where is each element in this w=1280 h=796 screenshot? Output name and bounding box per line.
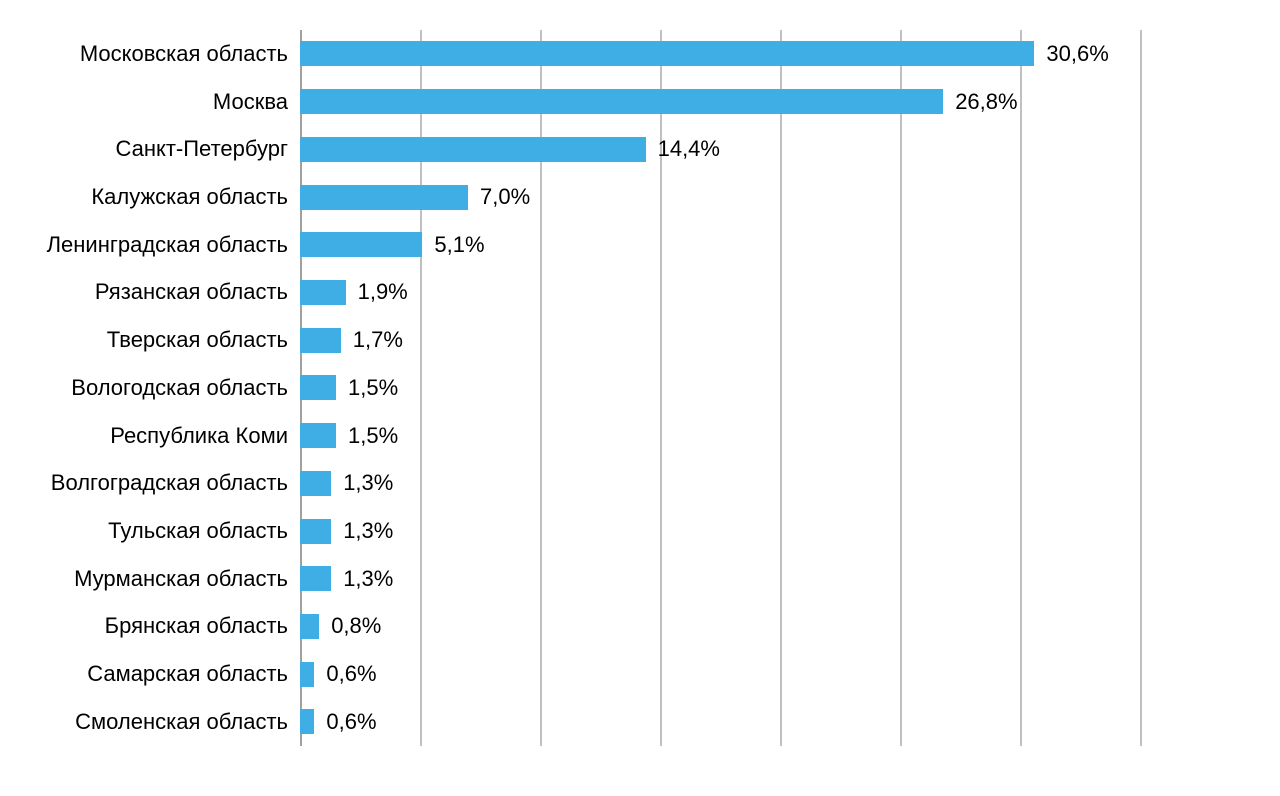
chart-row: Республика Коми1,5% [300, 412, 1140, 459]
category-label: Москва [213, 89, 288, 115]
category-label: Калужская область [91, 184, 288, 210]
value-label: 0,6% [326, 709, 376, 735]
chart-row: Смоленская область0,6% [300, 698, 1140, 745]
bar [300, 328, 341, 353]
gridline [1140, 30, 1142, 746]
category-label: Московская область [80, 41, 288, 67]
category-label: Рязанская область [95, 279, 288, 305]
bar [300, 471, 331, 496]
chart-row: Вологодская область1,5% [300, 364, 1140, 411]
bar [300, 137, 646, 162]
category-label: Брянская область [105, 613, 288, 639]
value-label: 1,9% [358, 279, 408, 305]
chart-row: Москва26,8% [300, 78, 1140, 125]
chart-row: Калужская область7,0% [300, 174, 1140, 221]
chart-row: Мурманская область1,3% [300, 555, 1140, 602]
chart-row: Московская область30,6% [300, 30, 1140, 77]
bar [300, 89, 943, 114]
chart-row: Санкт-Петербург14,4% [300, 126, 1140, 173]
category-label: Республика Коми [110, 423, 288, 449]
value-label: 26,8% [955, 89, 1017, 115]
chart-row: Ленинградская область5,1% [300, 221, 1140, 268]
category-label: Тульская область [108, 518, 288, 544]
category-label: Волгоградская область [51, 470, 288, 496]
chart-rows: Московская область30,6%Москва26,8%Санкт-… [300, 30, 1140, 746]
value-label: 5,1% [434, 232, 484, 258]
value-label: 1,7% [353, 327, 403, 353]
category-label: Тверская область [107, 327, 288, 353]
chart-row: Тверская область1,7% [300, 317, 1140, 364]
chart-row: Волгоградская область1,3% [300, 460, 1140, 507]
bar [300, 519, 331, 544]
category-label: Ленинградская область [47, 232, 288, 258]
value-label: 14,4% [658, 136, 720, 162]
chart-row: Тульская область1,3% [300, 508, 1140, 555]
value-label: 1,5% [348, 423, 398, 449]
bar [300, 662, 314, 687]
bar-chart: Московская область30,6%Москва26,8%Санкт-… [20, 20, 1240, 776]
plot-area: Московская область30,6%Москва26,8%Санкт-… [300, 30, 1140, 746]
bar [300, 41, 1034, 66]
bar [300, 232, 422, 257]
value-label: 1,5% [348, 375, 398, 401]
value-label: 1,3% [343, 518, 393, 544]
bar [300, 185, 468, 210]
category-label: Смоленская область [75, 709, 288, 735]
chart-row: Брянская область0,8% [300, 603, 1140, 650]
bar [300, 566, 331, 591]
value-label: 30,6% [1046, 41, 1108, 67]
bar [300, 423, 336, 448]
value-label: 7,0% [480, 184, 530, 210]
category-label: Санкт-Петербург [115, 136, 288, 162]
value-label: 1,3% [343, 566, 393, 592]
bar [300, 375, 336, 400]
bar [300, 709, 314, 734]
value-label: 0,6% [326, 661, 376, 687]
category-label: Самарская область [87, 661, 288, 687]
chart-row: Самарская область0,6% [300, 651, 1140, 698]
bar [300, 280, 346, 305]
value-label: 1,3% [343, 470, 393, 496]
category-label: Вологодская область [71, 375, 288, 401]
bar [300, 614, 319, 639]
chart-row: Рязанская область1,9% [300, 269, 1140, 316]
category-label: Мурманская область [74, 566, 288, 592]
value-label: 0,8% [331, 613, 381, 639]
